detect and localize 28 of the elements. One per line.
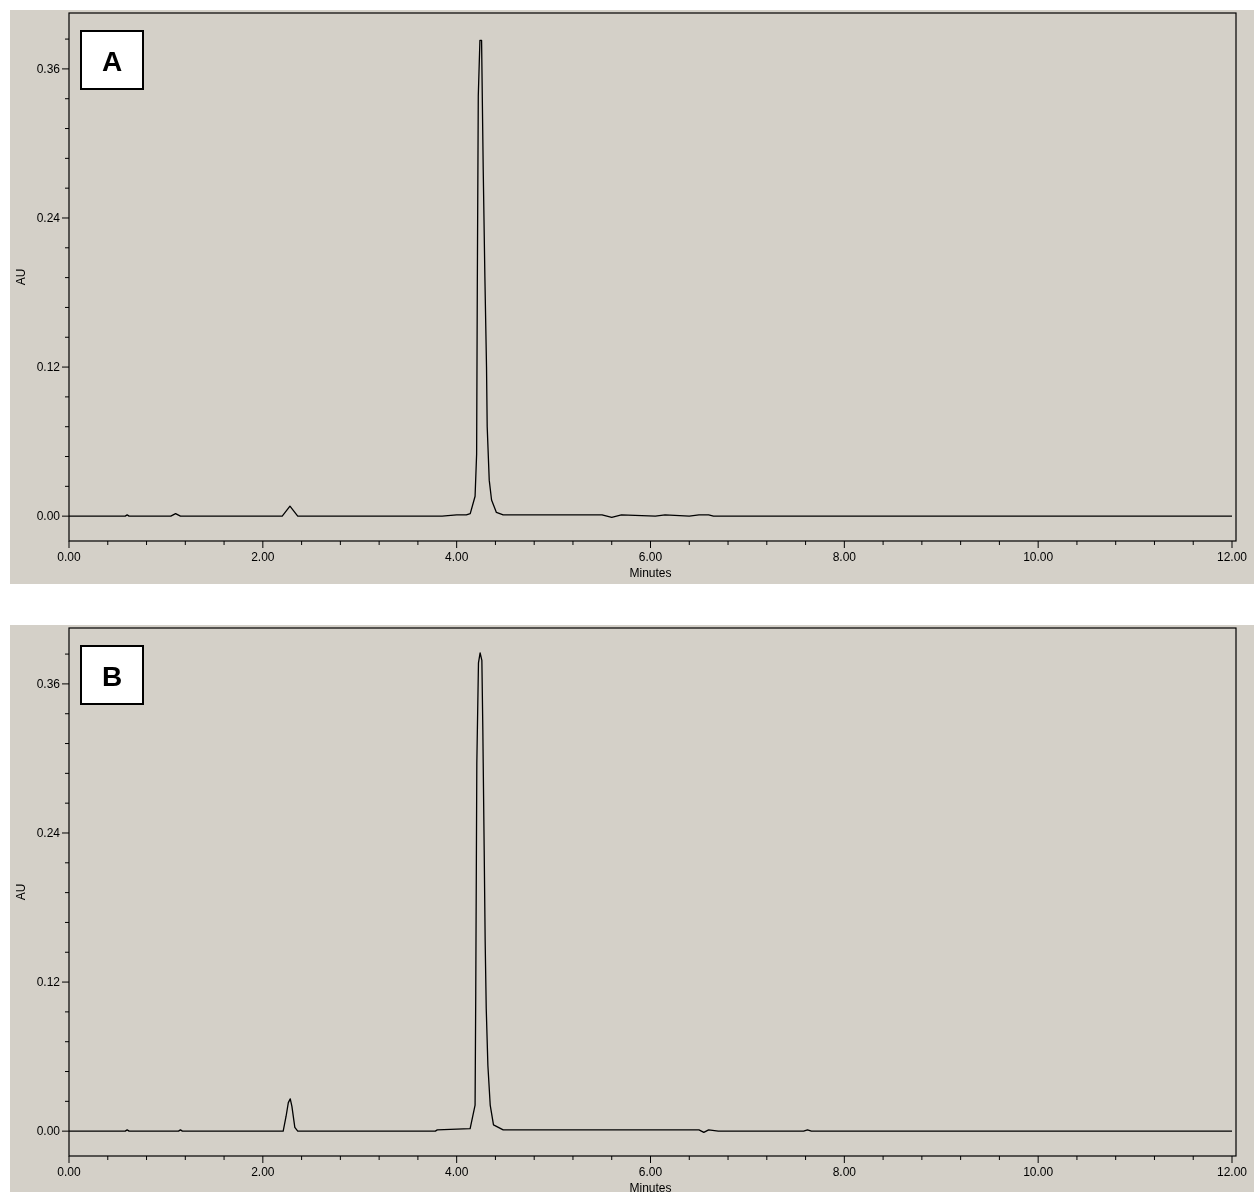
annotation: A xyxy=(101,46,123,77)
y-tick-label: 0.12 xyxy=(36,360,61,375)
x-axis-title: Minutes xyxy=(629,1181,672,1192)
x-tick-label: 12.00 xyxy=(1216,550,1248,564)
y-axis-title: AU xyxy=(14,268,28,286)
y-tick-label: 0.00 xyxy=(36,1124,61,1139)
y-tick-label: 0.24 xyxy=(36,825,61,840)
x-tick-label: 6.00 xyxy=(638,1165,663,1179)
x-tick-label: 10.00 xyxy=(1023,550,1054,564)
x-tick-label: 8.00 xyxy=(832,1165,857,1179)
x-tick-label: 10.00 xyxy=(1023,1165,1054,1179)
y-tick-label: 0.36 xyxy=(36,61,61,76)
x-tick-label: 4.00 xyxy=(444,550,469,564)
x-tick-label: 4.00 xyxy=(444,1165,469,1179)
x-tick-label: 2.00 xyxy=(251,1165,275,1179)
y-tick-label: 0.00 xyxy=(36,509,61,524)
y-tick-label: 0.36 xyxy=(36,676,61,691)
x-tick-label: 2.00 xyxy=(251,550,275,564)
annotation: B xyxy=(101,661,123,692)
x-tick-label: 0.00 xyxy=(57,550,81,564)
y-tick-label: 0.24 xyxy=(36,210,61,225)
x-tick-label: 6.00 xyxy=(638,550,663,564)
x-axis-title: Minutes xyxy=(629,566,672,580)
x-tick-label: 0.00 xyxy=(57,1165,81,1179)
x-tick-label: 8.00 xyxy=(832,550,857,564)
x-tick-label: 12.00 xyxy=(1216,1165,1248,1179)
y-axis-title: AU xyxy=(14,883,28,901)
y-tick-label: 0.12 xyxy=(36,975,61,990)
